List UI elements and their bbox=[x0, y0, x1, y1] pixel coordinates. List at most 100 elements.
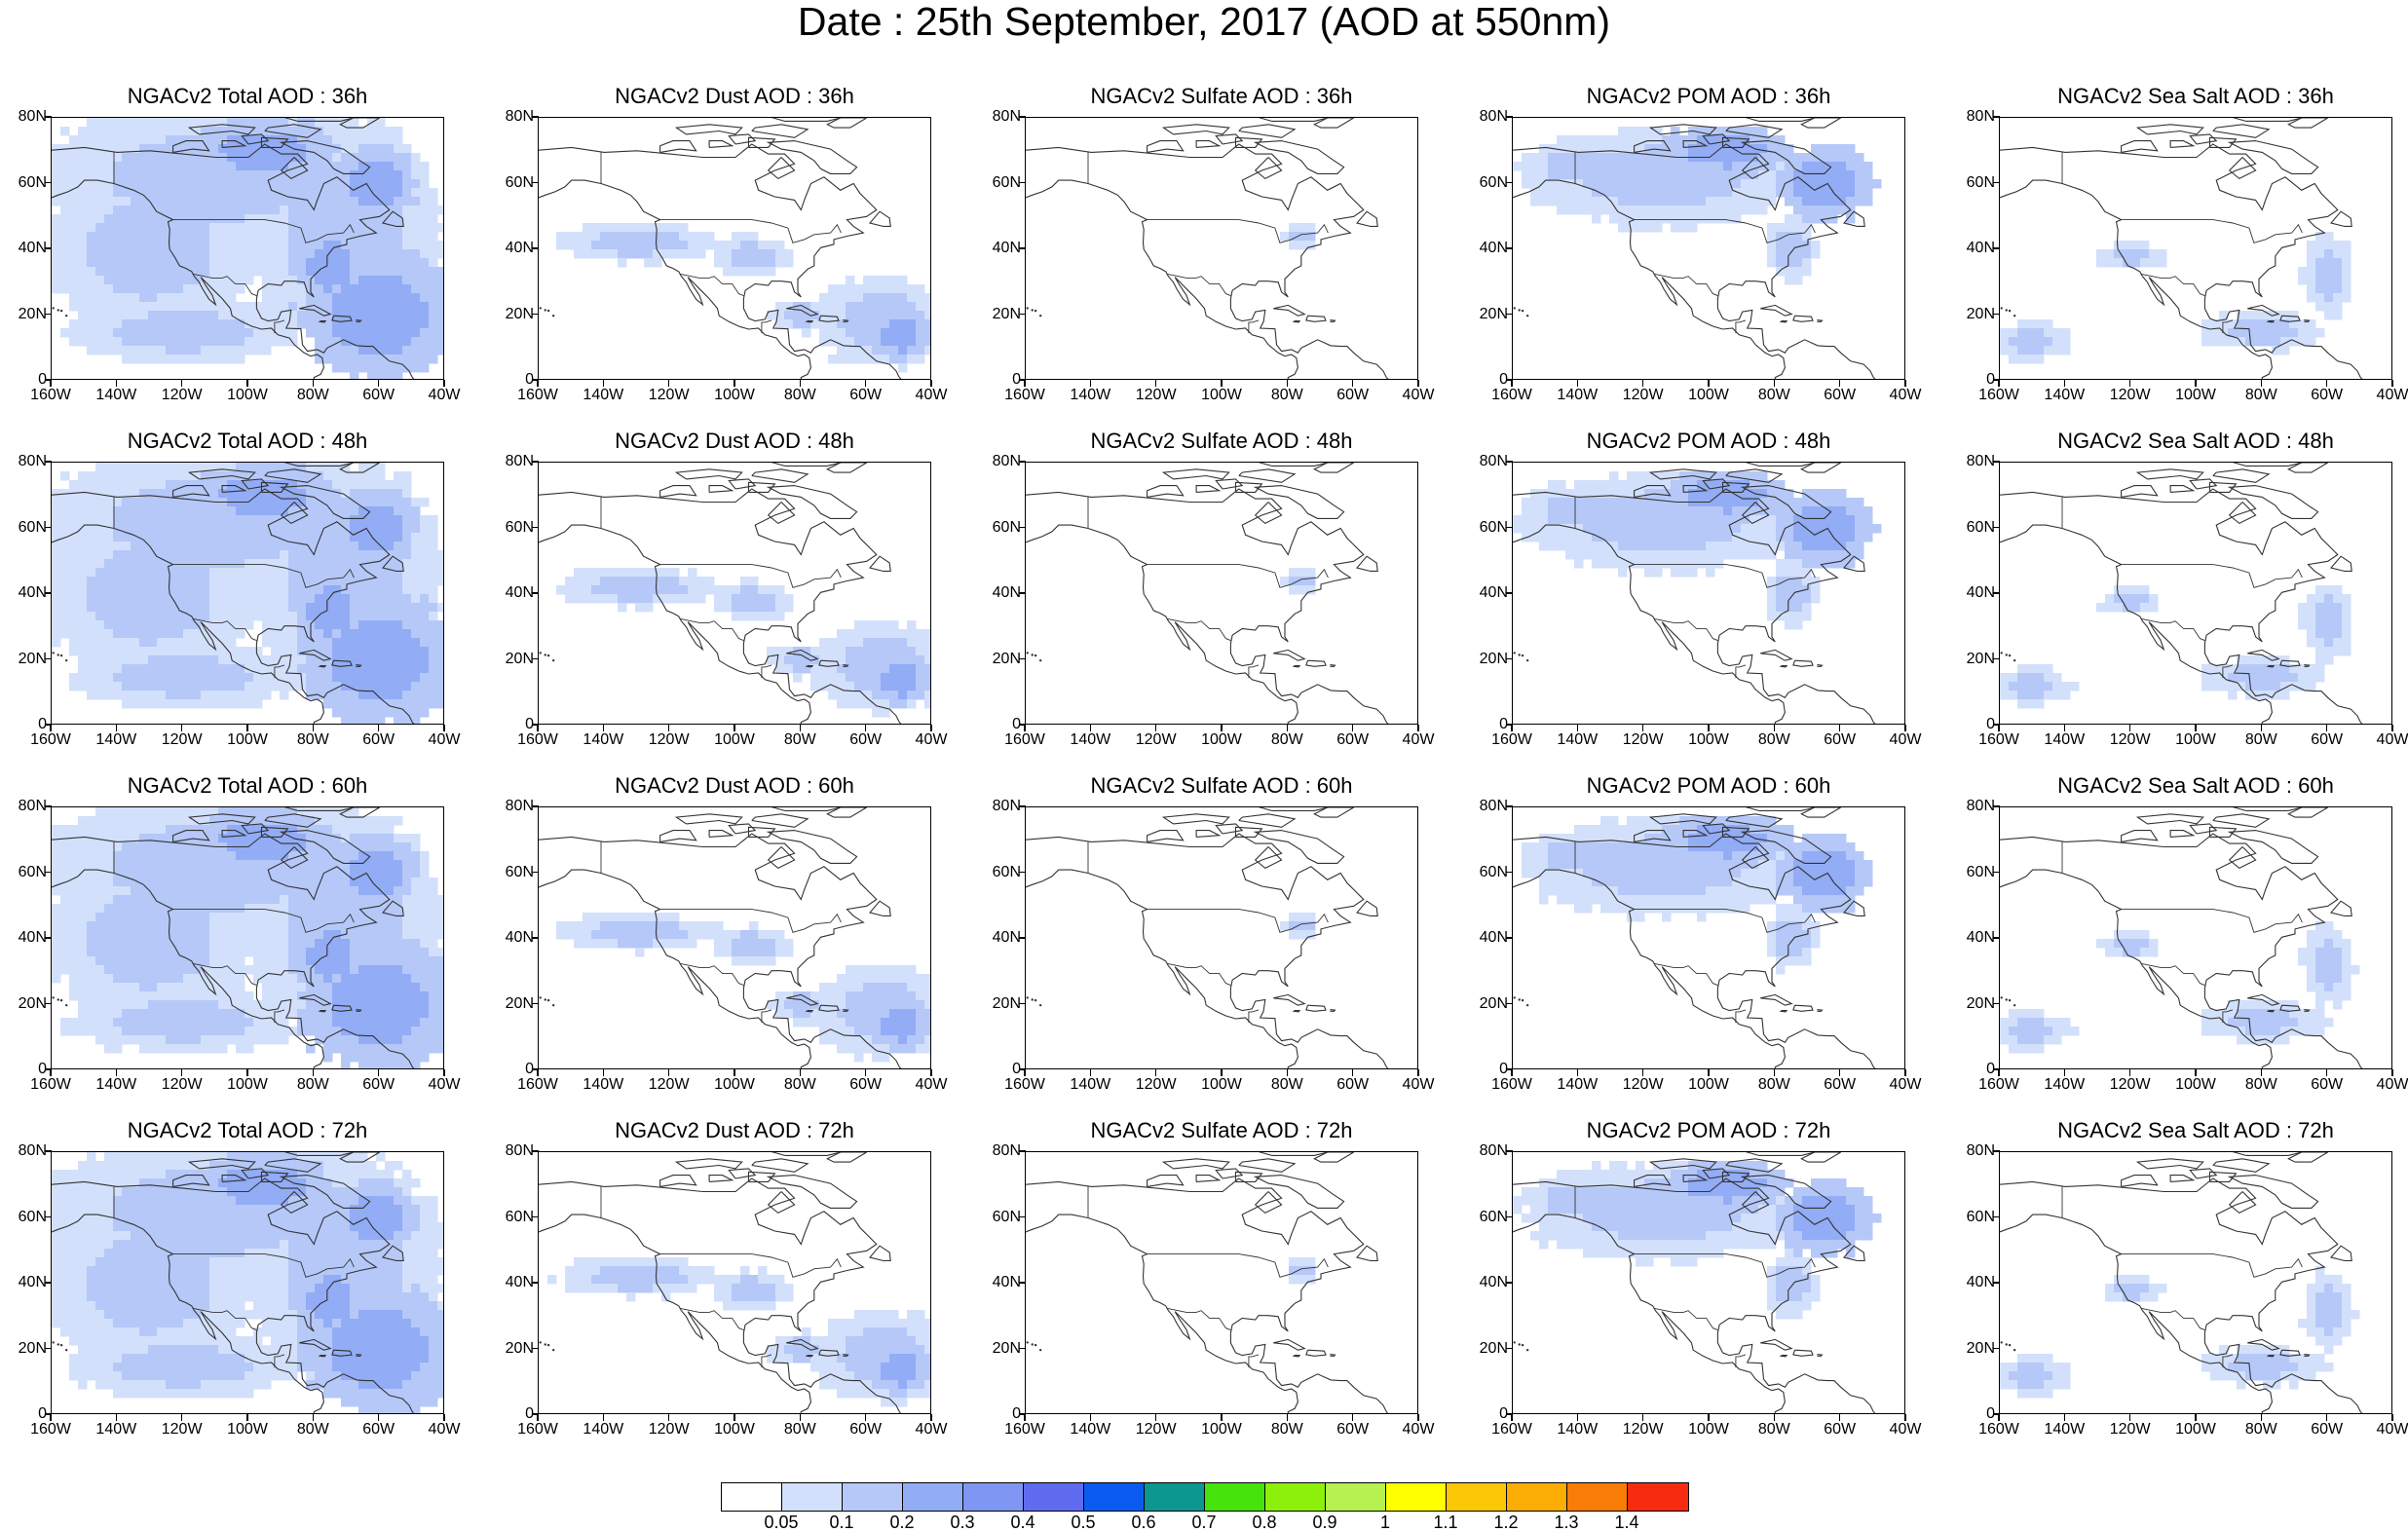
aod-cell bbox=[262, 293, 272, 303]
aod-cell bbox=[78, 974, 88, 984]
aod-cell bbox=[1706, 206, 1715, 215]
aod-cell bbox=[2123, 241, 2132, 250]
aod-cell bbox=[192, 559, 202, 569]
aod-cell bbox=[192, 550, 202, 560]
lon-tick bbox=[800, 380, 802, 387]
aod-cell bbox=[429, 673, 438, 683]
aod-cell bbox=[1802, 170, 1812, 180]
aod-cell bbox=[1758, 179, 1768, 189]
aod-cell bbox=[394, 638, 403, 648]
aod-cell bbox=[201, 904, 210, 914]
lat-tick-label: 0 bbox=[1952, 372, 1995, 388]
aod-cell bbox=[52, 825, 61, 835]
aod-cell bbox=[1732, 162, 1742, 171]
aod-cell bbox=[411, 559, 421, 569]
aod-cell bbox=[2035, 664, 2045, 674]
aod-cell bbox=[131, 258, 140, 268]
aod-cell bbox=[157, 355, 167, 364]
aod-cell bbox=[1855, 153, 1864, 163]
aod-cell bbox=[157, 135, 167, 145]
aod-cell bbox=[183, 542, 193, 551]
aod-cell bbox=[1636, 559, 1645, 569]
aod-cell bbox=[394, 682, 403, 691]
aod-cell bbox=[122, 673, 132, 683]
aod-cell bbox=[271, 267, 281, 277]
aod-cell bbox=[139, 948, 149, 957]
aod-cell bbox=[104, 1044, 114, 1054]
aod-cell bbox=[60, 869, 70, 878]
aod-cell bbox=[148, 612, 158, 621]
aod-cell bbox=[131, 498, 140, 507]
aod-cell bbox=[227, 293, 237, 303]
aod-cell bbox=[95, 1009, 105, 1019]
aod-cell bbox=[131, 214, 140, 224]
aod-cell bbox=[1671, 471, 1680, 481]
aod-cell bbox=[2114, 258, 2124, 268]
aod-cell bbox=[183, 276, 193, 285]
aod-cell bbox=[122, 851, 132, 861]
aod-cell bbox=[1671, 568, 1680, 578]
aod-cell bbox=[1662, 162, 1672, 171]
aod-cell bbox=[358, 515, 368, 525]
aod-cell bbox=[174, 851, 184, 861]
aod-cell bbox=[166, 886, 175, 896]
aod-cell bbox=[881, 655, 890, 665]
aod-cell bbox=[192, 118, 202, 128]
aod-cell bbox=[376, 638, 386, 648]
aod-cell bbox=[1767, 179, 1777, 189]
aod-cell bbox=[1697, 127, 1707, 136]
aod-cell bbox=[271, 127, 281, 136]
aod-cell bbox=[1583, 135, 1593, 145]
aod-cell bbox=[889, 620, 899, 630]
aod-cell bbox=[644, 603, 654, 613]
aod-cell bbox=[87, 135, 96, 145]
aod-cell bbox=[1618, 498, 1628, 507]
aod-cell bbox=[358, 267, 368, 277]
aod-cell bbox=[1600, 498, 1610, 507]
coastline bbox=[2213, 469, 2269, 483]
aod-cell bbox=[1565, 153, 1575, 163]
aod-cell bbox=[104, 886, 114, 896]
aod-cell bbox=[174, 170, 184, 180]
aod-cell bbox=[420, 620, 430, 630]
lat-tick-label: 40N bbox=[978, 241, 1021, 256]
aod-cell bbox=[881, 293, 890, 303]
aod-cell bbox=[2298, 328, 2308, 338]
aod-cell bbox=[429, 533, 438, 542]
aod-cell bbox=[122, 241, 132, 250]
aod-cell bbox=[1679, 480, 1689, 490]
aod-cell bbox=[1793, 197, 1803, 206]
aod-cell bbox=[166, 188, 175, 198]
aod-cell bbox=[131, 127, 140, 136]
aod-cell bbox=[854, 337, 864, 347]
aod-cell bbox=[1723, 214, 1733, 224]
aod-cell bbox=[1785, 585, 1794, 595]
lon-tick-label: 80W bbox=[2232, 732, 2290, 748]
aod-cell bbox=[236, 629, 245, 639]
lat-tick-label: 20N bbox=[978, 652, 1021, 667]
aod-cell bbox=[2307, 337, 2316, 347]
aod-cell bbox=[245, 162, 254, 171]
aod-cell bbox=[411, 506, 421, 516]
aod-cell bbox=[2342, 249, 2352, 259]
aod-cell bbox=[113, 1027, 123, 1036]
aod-cell bbox=[245, 179, 254, 189]
aod-cell bbox=[341, 170, 351, 180]
aod-cell bbox=[1522, 153, 1531, 163]
aod-cell bbox=[122, 629, 132, 639]
aod-cell bbox=[376, 515, 386, 525]
aod-cell bbox=[1679, 179, 1689, 189]
aod-cell bbox=[1653, 559, 1663, 569]
aod-cell bbox=[69, 956, 79, 966]
aod-cell bbox=[201, 337, 210, 347]
aod-cell bbox=[87, 620, 96, 630]
aod-cell bbox=[429, 223, 438, 233]
aod-cell bbox=[2105, 603, 2115, 613]
aod-cell bbox=[394, 179, 403, 189]
aod-cell bbox=[854, 355, 864, 364]
aod-cell bbox=[924, 691, 931, 700]
aod-cell bbox=[122, 471, 132, 481]
coastline bbox=[729, 134, 755, 144]
aod-cell bbox=[881, 319, 890, 329]
aod-cell bbox=[1583, 498, 1593, 507]
